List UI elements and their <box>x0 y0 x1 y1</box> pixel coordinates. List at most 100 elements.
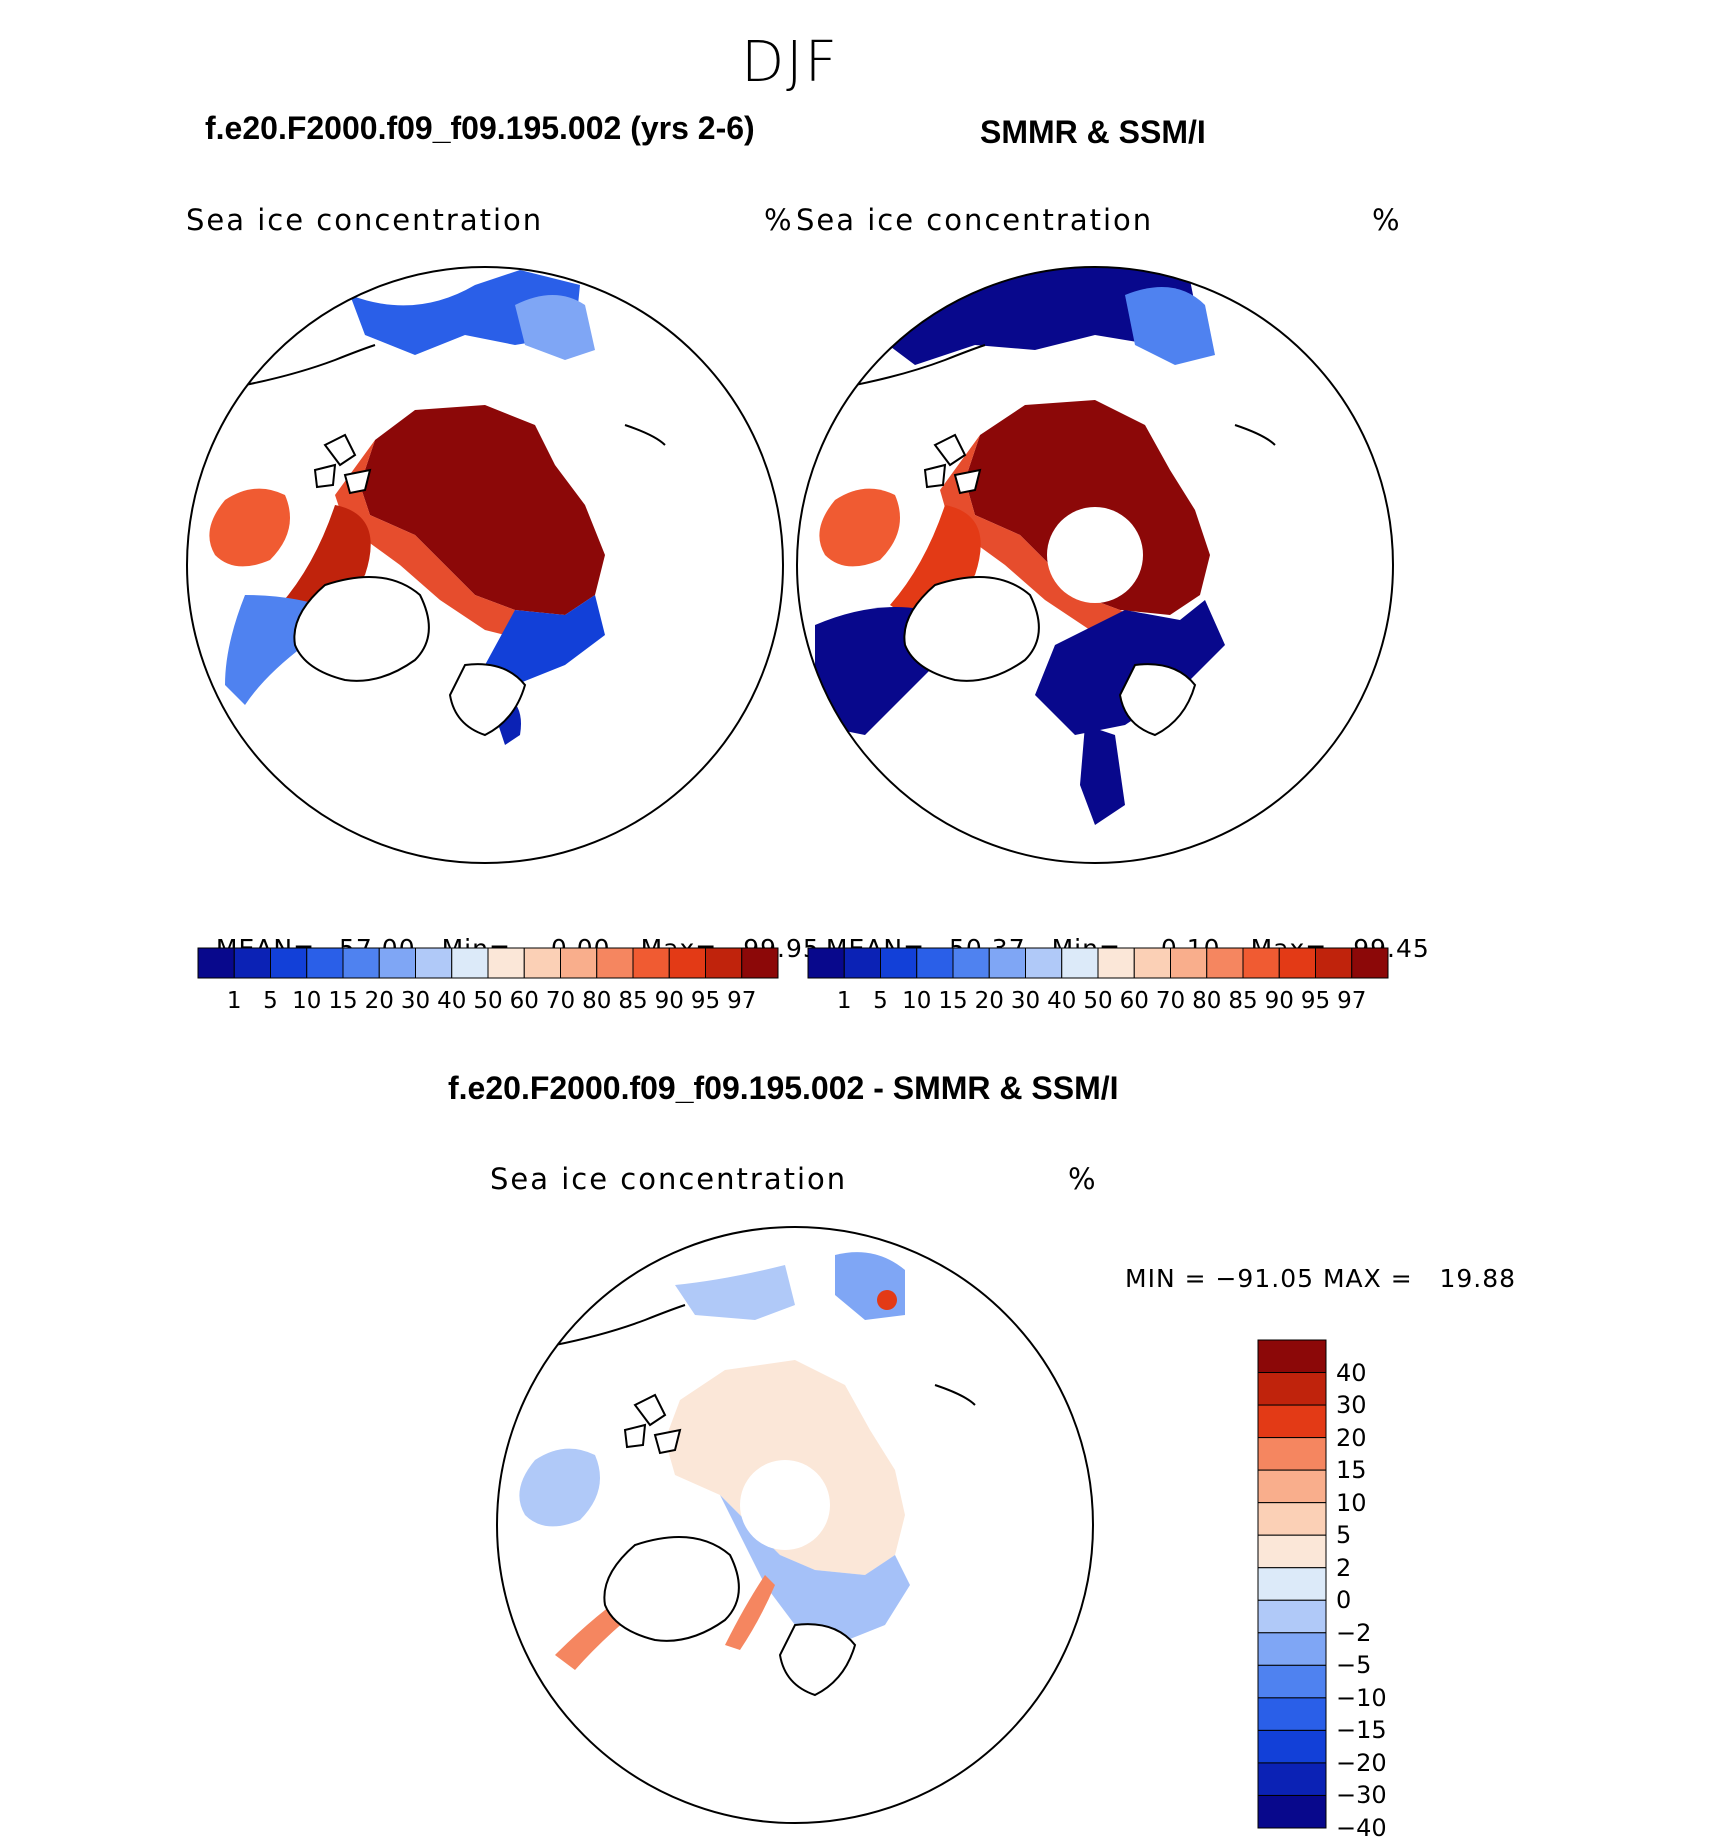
diff-colorbar-tick-label: 0 <box>1336 1586 1352 1615</box>
obs-colorbar-tick-label: 80 <box>1192 988 1222 1014</box>
diff-east-greenland-positive <box>725 1575 775 1650</box>
obs-colorbar-swatch <box>952 947 990 979</box>
model-colorbar-ticks: 1 5 10 15 20 30 40 50 60 70 80 85 90 95 97 <box>198 988 778 1018</box>
obs-colorbar-swatch <box>1315 947 1353 979</box>
model-sea-ice-core <box>360 405 605 615</box>
obs-colorbar-swatch <box>1061 947 1099 979</box>
diff-title: f.e20.F2000.f09_f09.195.002 - SMMR & SSM… <box>448 1070 1119 1106</box>
obs-pole-hole <box>1047 507 1143 603</box>
obs-colorbar-swatch <box>1206 947 1244 979</box>
model-coastline-n <box>244 344 376 386</box>
diff-colorbar-tick-label: 2 <box>1336 1553 1352 1582</box>
model-okhotsk <box>515 295 595 360</box>
model-greenland <box>293 576 430 682</box>
model-colorbar-swatch <box>668 947 706 979</box>
obs-colorbar-ticks: 1 5 10 15 20 30 40 50 60 70 80 85 90 95 97 <box>808 988 1388 1018</box>
model-colorbar-swatch <box>306 947 344 979</box>
diff-colorbar-swatch <box>1257 1437 1327 1471</box>
obs-polar-map <box>796 266 1394 864</box>
model-colorbar-swatch <box>705 947 743 979</box>
diff-colorbar-tick-label: −15 <box>1336 1716 1387 1745</box>
model-colorbar-tick-label: 50 <box>473 988 503 1014</box>
model-colorbar-swatch <box>523 947 561 979</box>
model-colorbar-tick-label: 15 <box>328 988 358 1014</box>
obs-colorbar-tick-label: 10 <box>902 988 932 1014</box>
diff-colorbar-tick-label: −5 <box>1336 1651 1372 1680</box>
diff-colorbar-swatch <box>1257 1469 1327 1504</box>
diff-colorbar-tick-label: −2 <box>1336 1618 1372 1647</box>
diff-colorbar-tick-label: −40 <box>1336 1814 1387 1842</box>
diff-ice-edge-blue <box>720 1495 910 1645</box>
obs-colorbar-swatch <box>1133 947 1171 979</box>
diff-colorbar-labels: 40 30 20 15 10 5 2 0 −2 −5 −10 −15 −20 −30 −40 <box>1336 1340 1436 1842</box>
diff-colorbar-tick-label: 20 <box>1336 1423 1367 1452</box>
obs-colorbar-tick-label: 85 <box>1228 988 1258 1014</box>
obs-colorbar-tick-label: 1 <box>836 988 852 1014</box>
diff-colorbar-swatch <box>1257 1664 1327 1699</box>
obs-colorbar-tick-label: 70 <box>1155 988 1186 1014</box>
diff-hudson <box>519 1448 600 1527</box>
model-colorbar-tick-label: 60 <box>509 988 539 1014</box>
model-colorbar-swatch <box>487 947 525 979</box>
diff-colorbar-tick-label: 15 <box>1336 1456 1367 1485</box>
obs-okhotsk <box>1125 287 1215 365</box>
diff-polar-map <box>496 1226 1094 1824</box>
model-colorbar-swatch <box>342 947 380 979</box>
season-title: DJF <box>741 30 839 95</box>
obs-colorbar-swatch <box>1170 947 1208 979</box>
diff-pole-hole <box>740 1460 830 1550</box>
model-variable-label: Sea ice concentration <box>186 203 544 237</box>
obs-colorbar-tick-label: 40 <box>1047 988 1077 1014</box>
diff-greenland <box>603 1536 740 1642</box>
model-colorbar-swatch <box>596 947 634 979</box>
obs-colorbar-swatch <box>1097 947 1135 979</box>
model-colorbar-tick-label: 20 <box>364 988 394 1014</box>
obs-baltic <box>1080 725 1125 825</box>
obs-sea-ice-core <box>965 400 1210 615</box>
model-colorbar-tick-label: 5 <box>263 988 278 1014</box>
diff-colorbar-tick-label: −10 <box>1336 1683 1387 1712</box>
diff-colorbar-tick-label: −30 <box>1336 1781 1387 1810</box>
model-colorbar-swatch <box>451 947 489 979</box>
obs-coastline-n <box>854 344 986 386</box>
obs-title: SMMR & SSM/I <box>980 114 1206 150</box>
diff-colorbar-swatch <box>1257 1567 1327 1601</box>
diff-colorbar-swatch <box>1257 1502 1327 1536</box>
obs-units-label: % <box>1372 203 1402 237</box>
diff-scandinavia <box>778 1623 857 1697</box>
model-colorbar-swatch <box>741 947 779 979</box>
obs-hudson-bay <box>819 488 900 567</box>
obs-colorbar-swatch <box>843 947 881 979</box>
diff-minmax: MIN = −91.05 MAX = 19.88 <box>1125 1264 1517 1293</box>
diff-coastline-n <box>554 1304 686 1346</box>
model-colorbar-tick-label: 80 <box>582 988 612 1014</box>
diff-okhotsk-positive <box>877 1290 897 1310</box>
model-title: f.e20.F2000.f09_f09.195.002 (yrs 2-6) <box>205 110 755 146</box>
diff-bering <box>675 1265 795 1320</box>
model-scandinavia <box>448 663 527 737</box>
model-colorbar-swatch <box>415 947 453 979</box>
model-colorbar-tick-label: 10 <box>292 988 322 1014</box>
obs-bering <box>875 267 1195 365</box>
obs-colorbar <box>807 947 1389 979</box>
obs-colorbar-swatch <box>988 947 1026 979</box>
obs-colorbar-tick-label: 95 <box>1300 988 1331 1014</box>
model-colorbar-tick-label: 70 <box>545 988 576 1014</box>
model-colorbar-tick-label: 90 <box>654 988 684 1014</box>
model-colorbar-tick-label: 85 <box>618 988 648 1014</box>
obs-colorbar-tick-label: 5 <box>873 988 888 1014</box>
obs-barents-blue <box>1035 600 1225 735</box>
diff-colorbar-swatch <box>1257 1697 1327 1731</box>
obs-colorbar-tick-label: 60 <box>1119 988 1149 1014</box>
model-colorbar-tick-label: 40 <box>437 988 467 1014</box>
model-colorbar <box>197 947 779 979</box>
obs-coastline-e <box>1234 424 1276 446</box>
obs-colorbar-swatch <box>1025 947 1063 979</box>
diff-colorbar-tick-label: −20 <box>1336 1748 1387 1777</box>
diff-coastline-e <box>934 1384 976 1406</box>
obs-colorbar-swatch <box>807 947 845 979</box>
diff-colorbar-tick-label: 30 <box>1336 1391 1367 1420</box>
obs-greenland <box>903 576 1040 682</box>
model-colorbar-swatch <box>233 947 271 979</box>
obs-colorbar-tick-label: 97 <box>1337 988 1367 1014</box>
